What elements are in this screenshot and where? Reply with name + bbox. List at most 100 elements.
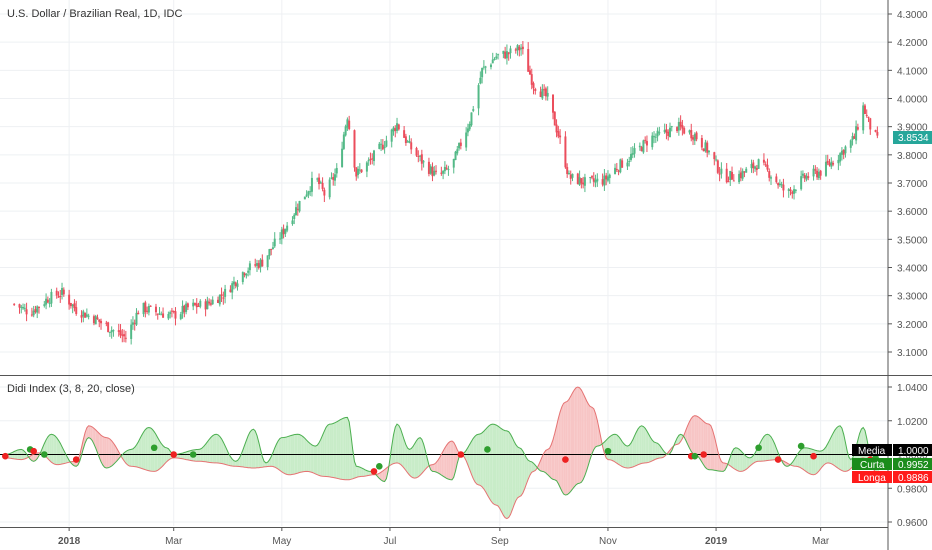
candle-body: [459, 142, 462, 146]
candle-body: [456, 149, 459, 154]
didi-fill-segment: [508, 431, 511, 518]
candle-body: [544, 88, 547, 97]
longa-tag-label: Longa: [858, 473, 886, 484]
candle-body: [594, 180, 597, 183]
candle-body: [158, 313, 161, 315]
candle-body: [332, 176, 335, 180]
candle-body: [46, 299, 49, 303]
didi-fill-segment: [108, 437, 110, 468]
didi-fill-segment: [281, 437, 284, 474]
didi-fill-segment: [102, 436, 105, 468]
didi-fill-segment: [398, 425, 401, 465]
didi-fill-segment: [820, 450, 823, 469]
didi-fill-segment: [198, 449, 201, 462]
didi-fill-segment: [248, 432, 250, 468]
didi-fill-segment: [366, 470, 369, 476]
candle-body: [745, 168, 748, 173]
candle-body: [782, 184, 785, 191]
candle-body: [254, 264, 257, 266]
didi-fill-segment: [127, 449, 130, 466]
time-tick-label: Mar: [165, 536, 183, 547]
time-tick-label: Mar: [812, 536, 830, 547]
last-price-tag-bg: [893, 131, 932, 144]
didi-fill-segment: [196, 449, 199, 462]
didi-fill-segment: [802, 447, 805, 471]
didi-fill-segment: [544, 450, 546, 473]
didi-fill-segment: [762, 436, 764, 462]
didi-fill-segment: [31, 454, 34, 462]
candle-body: [303, 196, 306, 200]
candle-body: [601, 179, 604, 185]
candle-body: [497, 54, 500, 56]
didi-fill-segment: [297, 434, 300, 474]
didi-fill-segment: [340, 418, 343, 480]
candle-body: [291, 220, 294, 225]
candle-body: [162, 313, 165, 318]
didi-fill-segment: [104, 437, 107, 468]
longa-tag-label-bg: [852, 471, 892, 483]
didi-fill-segment: [62, 446, 64, 465]
candle-body: [369, 158, 372, 160]
crossover-down-dot: [72, 456, 80, 463]
didi-fill-segment: [742, 452, 745, 472]
didi-fill-segment: [451, 441, 454, 480]
didi-fill-segment: [327, 424, 330, 477]
didi-fill-segment: [421, 439, 424, 474]
candle-body: [530, 74, 533, 85]
candle-body: [367, 159, 370, 162]
didi-fill-segment: [687, 421, 690, 449]
candle-body: [867, 116, 870, 118]
candle-body: [670, 126, 673, 128]
candle-body: [57, 296, 60, 298]
candle-body: [112, 330, 115, 332]
last-price-tag: 3.8534: [893, 131, 932, 144]
didi-fill-segment: [797, 451, 800, 468]
didi-fill-segment: [414, 440, 417, 479]
price-tick-label: 3.8000: [897, 151, 928, 162]
candle-body: [82, 311, 85, 317]
candle-body: [234, 282, 237, 287]
crossover-up-dot: [604, 447, 612, 455]
candle-body: [631, 153, 634, 155]
didi-fill-segment: [810, 448, 812, 475]
candle-body: [357, 168, 360, 175]
candle-body: [454, 151, 457, 161]
candle-body: [270, 248, 273, 250]
candle-body: [71, 304, 74, 307]
didi-fill-segment: [707, 423, 709, 470]
didi-fill-segment: [60, 443, 63, 465]
candle-body: [812, 168, 815, 177]
didi-fill-segment: [632, 435, 635, 467]
candle-body: [869, 118, 872, 130]
didi-fill-segment: [345, 417, 348, 480]
candle-body: [355, 167, 358, 177]
candle-body: [167, 314, 170, 319]
didi-fill-segment: [595, 413, 598, 447]
didi-fill-segment: [138, 438, 141, 468]
didi-fill-segment: [223, 442, 226, 465]
didi-fill-segment: [529, 461, 532, 476]
candle-body: [727, 181, 730, 183]
crossover-up-dot: [376, 463, 383, 470]
didi-fill-segment: [737, 448, 740, 472]
candle-body: [621, 160, 624, 168]
didi-fill-segment: [272, 448, 275, 468]
candle-body: [778, 183, 781, 186]
candle-body: [619, 159, 622, 173]
didi-fill-segment: [634, 432, 637, 467]
didi-fill-segment: [501, 428, 504, 516]
candle-body: [668, 127, 671, 138]
candle-body: [844, 146, 847, 154]
didi-fill-segment: [311, 444, 314, 474]
candle-body: [690, 129, 693, 139]
curta-tag-value: 0.9952: [898, 460, 929, 471]
candle-body: [298, 200, 301, 212]
candle-body: [442, 170, 445, 174]
didi-fill-segment: [441, 451, 444, 477]
didi-fill-segment: [475, 434, 477, 485]
didi-fill-segment: [655, 442, 658, 460]
candle-body: [305, 194, 308, 197]
didi-fill-segment: [638, 426, 640, 465]
candle-body: [571, 173, 574, 178]
